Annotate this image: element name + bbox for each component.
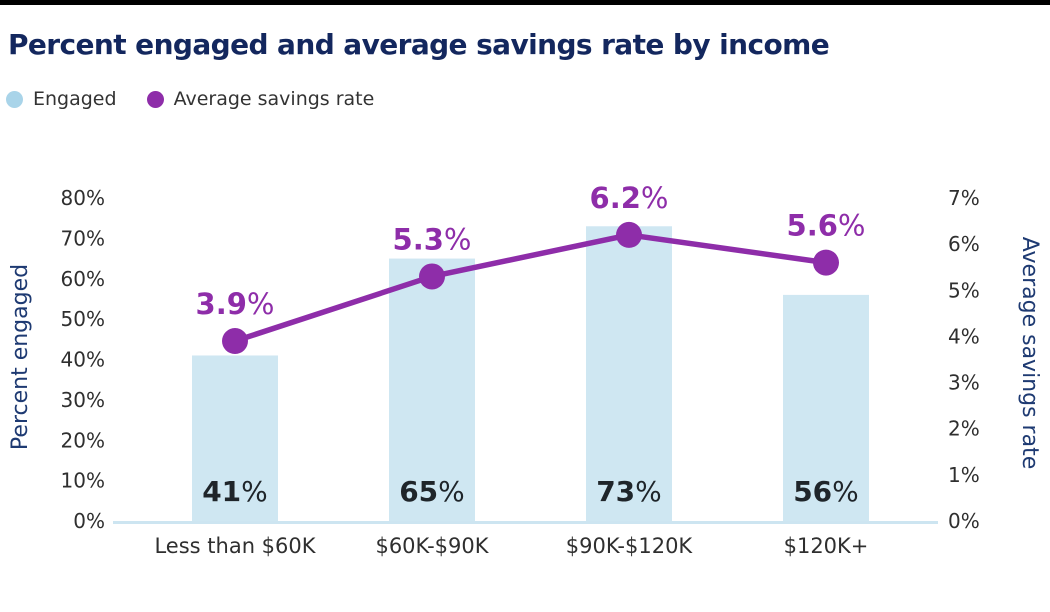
savings-rate-value-label: 5.6%: [787, 209, 866, 243]
right-axis-title: Average savings rate: [1017, 237, 1042, 469]
right-axis-tick-label: 6%: [948, 232, 980, 256]
savings-rate-line: [232, 232, 829, 344]
savings-rate-value-label: 5.3%: [393, 222, 472, 256]
x-axis-category-label: $90K-$120K: [566, 534, 694, 558]
engaged-bar: [192, 355, 278, 521]
engaged-bar: [586, 226, 672, 521]
savings-rate-point: [419, 263, 445, 290]
engaged-legend-label: Engaged: [33, 88, 117, 110]
bar-value-label: 73%: [596, 475, 662, 508]
left-axis-tick-label: 70%: [61, 226, 105, 250]
savings-rate-value-label: 3.9%: [196, 287, 275, 321]
left-axis-tick-label: 60%: [61, 267, 105, 291]
left-axis-title: Percent engaged: [8, 264, 33, 450]
combo-chart: 41% 65% 73% 56% 0% 10% 20% 30% 40% 50% 60% 70% 80% 0%…: [8, 181, 1042, 558]
top-border-bar: [0, 0, 1050, 5]
left-axis-tick-label: 50%: [61, 307, 105, 331]
engaged-bar: [783, 294, 869, 521]
left-axis-tick-label: 40%: [61, 348, 105, 372]
savings-rate-point: [813, 249, 839, 276]
savings-rate-point: [222, 328, 248, 355]
right-axis-tick-label: 7%: [948, 186, 980, 210]
legend: Engaged Average savings rate: [6, 88, 374, 110]
right-axis-tick-label: 5%: [948, 278, 980, 302]
left-axis-tick-label: 30%: [61, 388, 105, 412]
engaged-legend-dot-icon: [6, 90, 23, 108]
bar-value-label: 56%: [793, 475, 859, 508]
left-axis-tick-label: 20%: [61, 428, 105, 452]
savings-rate-legend-label: Average savings rate: [173, 88, 375, 110]
savings-rate-legend-dot-icon: [146, 90, 164, 108]
x-axis-category-label: $120K+: [784, 534, 869, 558]
bar-value-label: 65%: [399, 475, 465, 508]
savings-rate-value-label: 6.2%: [590, 181, 669, 215]
x-axis-category-label: $60K-$90K: [375, 534, 489, 558]
legend-item-engaged: Engaged: [6, 88, 117, 110]
left-axis-tick-label: 0%: [73, 509, 105, 533]
right-axis-tick-label: 1%: [948, 463, 980, 487]
right-axis-tick-label: 0%: [948, 509, 980, 533]
legend-item-savings-rate: Average savings rate: [146, 88, 375, 110]
right-axis-tick-label: 4%: [948, 324, 980, 348]
engaged-bar: [389, 258, 475, 521]
left-axis-tick-label: 10%: [61, 469, 105, 493]
right-axis-tick-label: 3%: [948, 371, 980, 395]
bar-value-label: 41%: [202, 475, 268, 508]
right-axis-tick-label: 2%: [948, 417, 980, 441]
x-axis-category-label: Less than $60K: [154, 534, 316, 558]
savings-rate-point: [616, 221, 642, 248]
chart-title: Percent engaged and average savings rate…: [8, 28, 830, 61]
left-axis-tick-label: 80%: [61, 186, 105, 210]
